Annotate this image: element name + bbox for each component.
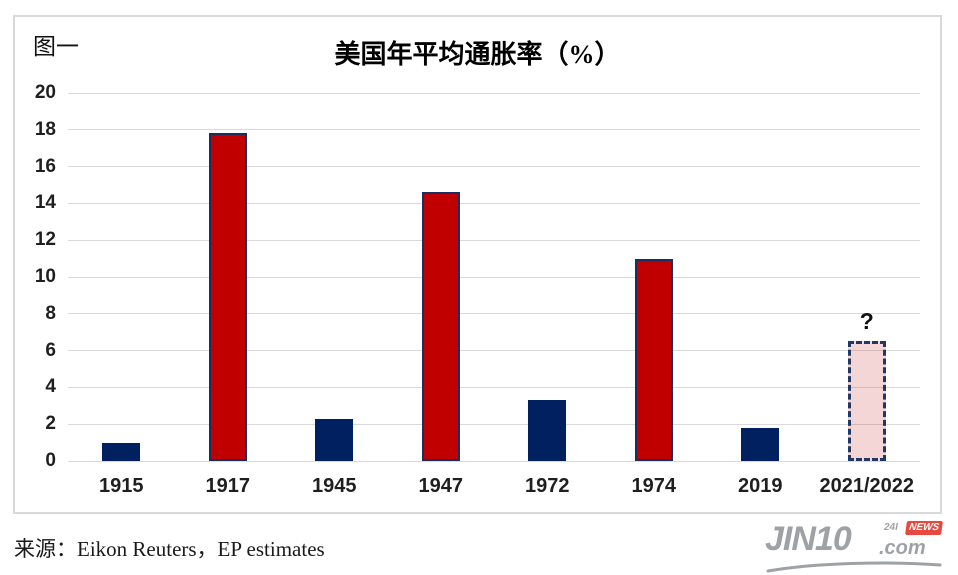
source-caption: 来源：Eikon Reuters，EP estimates	[14, 537, 325, 561]
y-tick-label: 16	[34, 155, 56, 177]
plot-area: ?	[68, 92, 920, 462]
x-tick-label: 1947	[418, 475, 464, 497]
bar-1917	[208, 133, 247, 461]
x-tick-label: 2019	[738, 475, 783, 497]
x-tick-label: 1915	[99, 475, 144, 497]
x-tick-label: 1974	[631, 475, 677, 497]
logo-24i-label: 24I	[884, 522, 898, 533]
jin10-logo: JIN10 24I NEWS .com	[765, 519, 943, 573]
y-tick-label: 10	[34, 266, 56, 287]
x-tick-label: 1972	[525, 475, 570, 497]
bar-1972	[528, 400, 567, 461]
gridline	[68, 313, 920, 315]
gridline	[68, 239, 920, 241]
gridline	[68, 386, 920, 388]
x-axis: 1915 1917 1945 1947 1972 1974 2019 2021/2022	[68, 475, 920, 503]
bar-1947	[421, 192, 460, 461]
y-tick-label: 14	[34, 192, 56, 214]
y-tick-label: 12	[34, 229, 56, 251]
gridline	[68, 460, 920, 462]
y-tick-label: 8	[45, 302, 56, 324]
x-tick-label: 2021/2022	[819, 475, 915, 497]
x-tick-label: 1945	[312, 475, 357, 497]
forecast-question-mark: ?	[859, 308, 874, 335]
y-tick-label: 4	[45, 376, 56, 398]
logo-text: JIN10	[765, 520, 852, 558]
y-tick-label: 2	[45, 413, 56, 435]
bar-1974	[634, 258, 673, 461]
bar-2021/2022	[847, 341, 886, 461]
bar-2019	[741, 427, 780, 461]
gridline	[68, 202, 920, 204]
gridline	[68, 129, 920, 131]
chart-frame: 图一 美国年平均通胀率（%） 0 2 4 6 8 10 12 14 16 18 20 ? 1915 1…	[13, 15, 942, 514]
x-tick-label: 1917	[205, 475, 251, 497]
gridline	[68, 350, 920, 352]
logo-swoosh-icon	[766, 561, 942, 573]
logo-com-label: .com	[879, 537, 926, 559]
chart-title: 美国年平均通胀率（%）	[334, 40, 621, 69]
bar-1915	[102, 442, 141, 461]
y-tick-label: 18	[34, 118, 56, 140]
gridline	[68, 423, 920, 425]
gridline	[68, 166, 920, 168]
bar-1945	[315, 418, 354, 461]
y-tick-label: 0	[45, 450, 56, 471]
figure-label: 图一	[33, 34, 79, 59]
y-axis: 0 2 4 6 8 10 12 14 16 18 20	[15, 82, 56, 471]
logo-news-badge: NEWS	[905, 521, 943, 535]
y-tick-label: 6	[45, 339, 56, 361]
gridline	[68, 92, 920, 94]
y-tick-label: 20	[34, 82, 56, 103]
gridline	[68, 276, 920, 278]
